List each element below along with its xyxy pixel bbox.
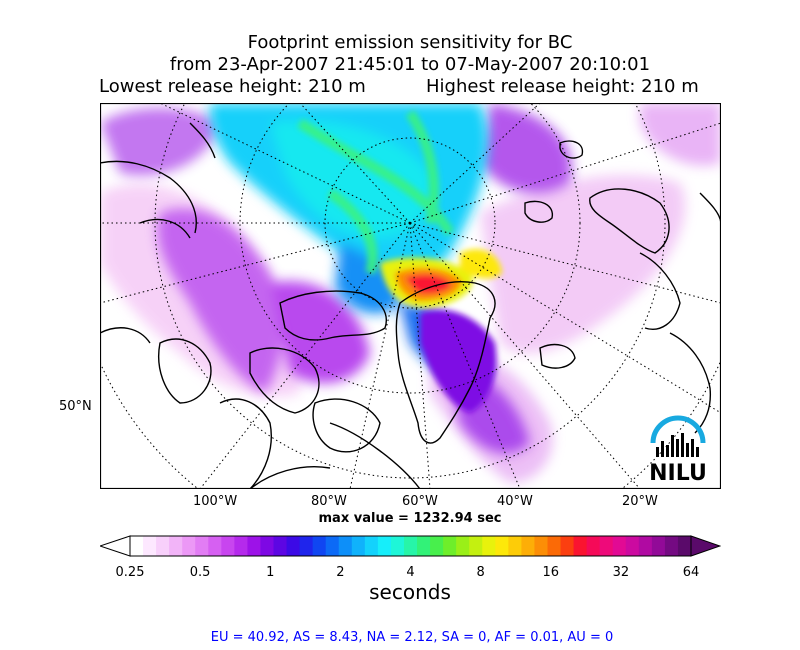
title-line-2: from 23-Apr-2007 21:45:01 to 07-May-2007… xyxy=(169,54,651,75)
colorbar-tick-label: 4 xyxy=(406,565,415,580)
colorbar-segment xyxy=(547,536,562,556)
nilu-logo-text: NILU xyxy=(649,461,707,486)
lon-label-40w: 40°W xyxy=(497,494,533,509)
colorbar-segment xyxy=(182,536,196,556)
colorbar-segment xyxy=(299,536,314,556)
colorbar-extend-high xyxy=(690,535,721,557)
colorbar-tick-label: 1 xyxy=(266,565,275,580)
colorbar-extend-low xyxy=(100,535,131,557)
graticule xyxy=(100,103,721,489)
lat-label-50n: 50°N xyxy=(59,399,92,414)
lowest-release-height: Lowest release height: 210 m xyxy=(99,76,366,97)
colorbar-segment xyxy=(417,536,431,556)
colorbar-segment xyxy=(325,536,340,556)
colorbar-tick-label: 8 xyxy=(476,565,485,580)
highest-release-height: Highest release height: 210 m xyxy=(426,76,699,97)
colorbar-segment xyxy=(377,536,392,556)
colorbar xyxy=(100,535,721,557)
colorbar-segment xyxy=(364,536,379,556)
colorbar-segment xyxy=(495,536,509,556)
colorbar-segment xyxy=(677,536,692,556)
lon-label-60w: 60°W xyxy=(402,494,438,509)
colorbar-segment xyxy=(664,536,679,556)
colorbar-segment xyxy=(234,536,249,556)
colorbar-segment xyxy=(534,536,549,556)
colorbar-segment xyxy=(469,536,483,556)
colorbar-segment xyxy=(156,536,170,556)
colorbar-segment xyxy=(403,536,418,556)
colorbar-segment xyxy=(586,536,601,556)
colorbar-segment xyxy=(351,536,366,556)
colorbar-unit-label: seconds xyxy=(369,580,451,604)
coastlines xyxy=(100,122,721,489)
colorbar-segment xyxy=(625,536,640,556)
colorbar-segment xyxy=(208,536,222,556)
colorbar-segment xyxy=(482,536,496,556)
colorbar-segment xyxy=(247,536,262,556)
max-value-label: max value = 1232.94 sec xyxy=(318,511,502,526)
colorbar-segment xyxy=(286,536,301,556)
region-stats: EU = 40.92, AS = 8.43, NA = 2.12, SA = 0… xyxy=(210,630,614,645)
colorbar-segment xyxy=(221,536,235,556)
nilu-logo xyxy=(650,415,706,457)
colorbar-tick-label: 32 xyxy=(612,565,630,580)
lon-label-80w: 80°W xyxy=(311,494,347,509)
colorbar-segment xyxy=(195,536,209,556)
colorbar-segment xyxy=(338,536,353,556)
colorbar-segment xyxy=(130,536,144,556)
colorbar-segment xyxy=(260,536,275,556)
colorbar-tick-label: 2 xyxy=(336,565,345,580)
colorbar-tick-label: 64 xyxy=(682,565,700,580)
colorbar-segment xyxy=(573,536,588,556)
colorbar-segment xyxy=(599,536,614,556)
colorbar-segment xyxy=(273,536,288,556)
colorbar-segment xyxy=(638,536,653,556)
colorbar-segment xyxy=(169,536,183,556)
colorbar-tick-label: 0.5 xyxy=(189,565,211,580)
colorbar-segment xyxy=(456,536,470,556)
colorbar-segment xyxy=(443,536,457,556)
footprint-map: NILU xyxy=(100,103,721,489)
colorbar-segment xyxy=(312,536,327,556)
lon-label-100w: 100°W xyxy=(193,494,238,509)
title-line-1: Footprint emission sensitivity for BC xyxy=(247,32,573,53)
colorbar-segment xyxy=(560,536,575,556)
colorbar-segment xyxy=(521,536,536,556)
colorbar-segment xyxy=(430,536,444,556)
colorbar-segment xyxy=(390,536,405,556)
colorbar-segment xyxy=(143,536,157,556)
colorbar-tick-label: 16 xyxy=(542,565,560,580)
lon-label-20w: 20°W xyxy=(622,494,658,509)
colorbar-segment xyxy=(612,536,627,556)
colorbar-segment xyxy=(508,536,522,556)
map-frame xyxy=(100,103,721,489)
colorbar-tick-label: 0.25 xyxy=(115,565,145,580)
colorbar-segment xyxy=(651,536,666,556)
colorbar-frame xyxy=(129,535,692,557)
